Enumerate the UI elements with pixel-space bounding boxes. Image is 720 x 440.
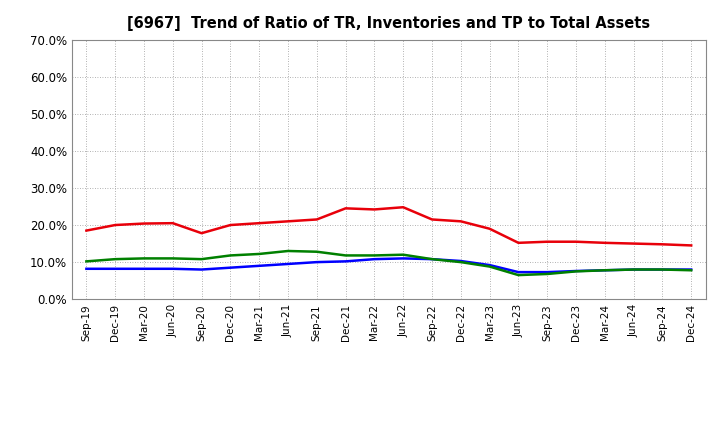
Trade Receivables <box>629 241 638 246</box>
Inventories <box>82 266 91 271</box>
Trade Payables <box>312 249 321 254</box>
Trade Receivables <box>168 220 177 226</box>
Trade Receivables <box>341 205 350 211</box>
Trade Receivables <box>82 228 91 233</box>
Trade Payables <box>456 260 465 265</box>
Inventories <box>687 267 696 272</box>
Inventories <box>543 269 552 275</box>
Trade Payables <box>255 251 264 257</box>
Title: [6967]  Trend of Ratio of TR, Inventories and TP to Total Assets: [6967] Trend of Ratio of TR, Inventories… <box>127 16 650 32</box>
Inventories <box>226 265 235 270</box>
Trade Payables <box>629 267 638 272</box>
Trade Receivables <box>399 205 408 210</box>
Trade Payables <box>658 267 667 272</box>
Trade Receivables <box>543 239 552 244</box>
Trade Payables <box>82 259 91 264</box>
Inventories <box>456 258 465 264</box>
Inventories <box>312 260 321 265</box>
Line: Trade Payables: Trade Payables <box>86 251 691 275</box>
Inventories <box>341 259 350 264</box>
Line: Inventories: Inventories <box>86 258 691 272</box>
Trade Receivables <box>255 220 264 226</box>
Trade Payables <box>168 256 177 261</box>
Trade Receivables <box>284 219 292 224</box>
Inventories <box>514 269 523 275</box>
Trade Payables <box>399 252 408 257</box>
Inventories <box>485 262 494 268</box>
Trade Receivables <box>687 243 696 248</box>
Inventories <box>284 261 292 267</box>
Inventories <box>370 257 379 262</box>
Inventories <box>111 266 120 271</box>
Trade Payables <box>370 253 379 258</box>
Trade Receivables <box>312 217 321 222</box>
Trade Receivables <box>197 231 206 236</box>
Trade Receivables <box>140 221 148 226</box>
Inventories <box>658 267 667 272</box>
Trade Payables <box>543 271 552 277</box>
Trade Receivables <box>428 217 436 222</box>
Trade Payables <box>140 256 148 261</box>
Trade Receivables <box>658 242 667 247</box>
Trade Payables <box>600 268 609 273</box>
Trade Receivables <box>111 222 120 227</box>
Trade Payables <box>514 272 523 278</box>
Trade Payables <box>341 253 350 258</box>
Trade Receivables <box>226 222 235 227</box>
Trade Receivables <box>600 240 609 246</box>
Inventories <box>428 257 436 262</box>
Trade Receivables <box>572 239 580 244</box>
Trade Receivables <box>370 207 379 212</box>
Trade Payables <box>428 257 436 262</box>
Trade Receivables <box>514 240 523 246</box>
Inventories <box>197 267 206 272</box>
Trade Payables <box>572 269 580 274</box>
Inventories <box>140 266 148 271</box>
Inventories <box>255 263 264 268</box>
Inventories <box>572 268 580 274</box>
Inventories <box>629 267 638 272</box>
Trade Payables <box>111 257 120 262</box>
Inventories <box>600 268 609 273</box>
Trade Payables <box>197 257 206 262</box>
Inventories <box>168 266 177 271</box>
Trade Payables <box>687 268 696 273</box>
Trade Payables <box>485 264 494 269</box>
Line: Trade Receivables: Trade Receivables <box>86 207 691 246</box>
Trade Receivables <box>485 226 494 231</box>
Trade Payables <box>226 253 235 258</box>
Trade Payables <box>284 248 292 253</box>
Trade Receivables <box>456 219 465 224</box>
Inventories <box>399 256 408 261</box>
